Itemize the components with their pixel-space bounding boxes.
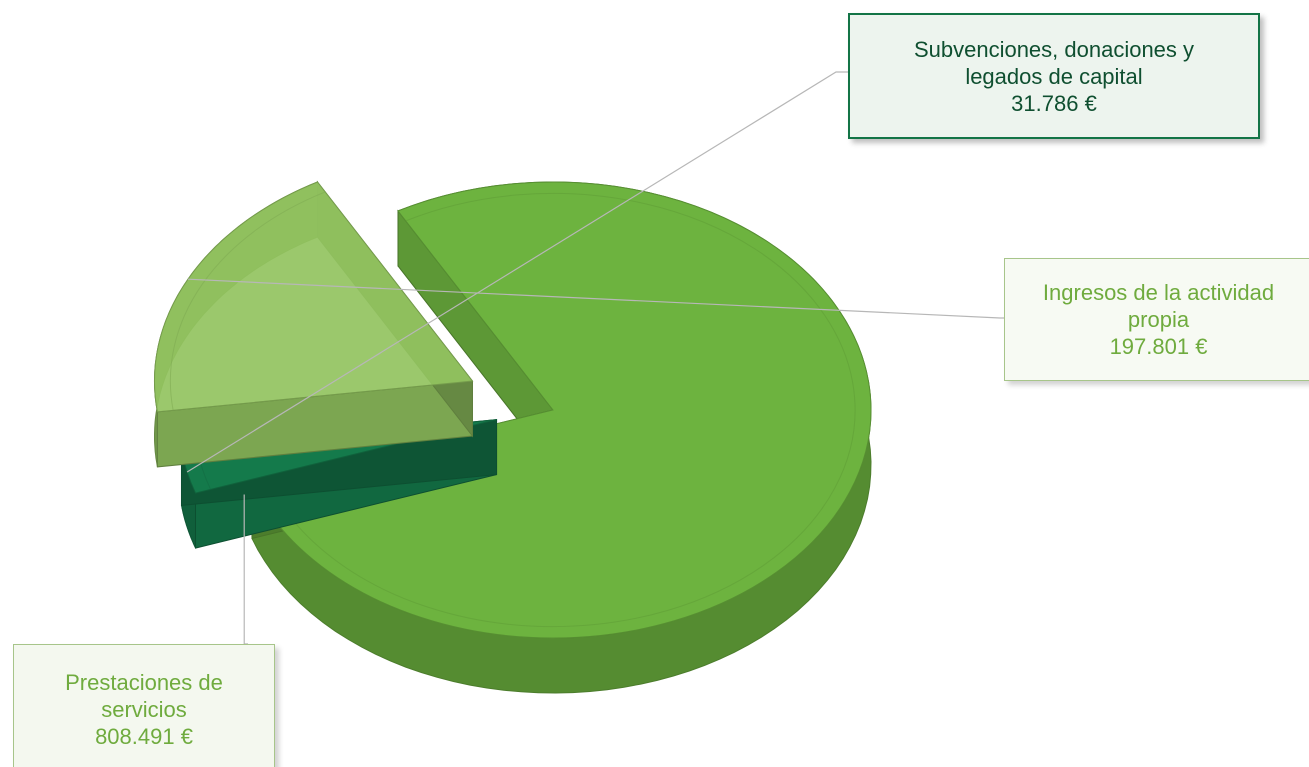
data-label-subvenciones: Subvenciones, donaciones y legados de ca… (848, 13, 1260, 139)
data-label-subvenciones-value: 31.786 € (1011, 90, 1097, 116)
data-label-prestaciones-value: 808.491 € (95, 723, 193, 749)
leader-line-subvenciones (186, 71, 848, 473)
pie-slice-ingresos (153, 180, 474, 468)
pie-slice-ingresos-top (153, 181, 474, 413)
pie-slice-prestaciones-rim (266, 192, 856, 628)
data-label-ingresos: Ingresos de la actividad propia 197.801 … (1004, 258, 1309, 381)
data-label-subvenciones-line2: legados de capital (965, 63, 1143, 89)
data-label-ingresos-value: 197.801 € (1109, 334, 1208, 359)
pie-slice-prestaciones-top (251, 181, 872, 639)
data-label-prestaciones: Prestaciones de servicios 808.491 € (13, 644, 275, 767)
data-label-prestaciones-line1: Prestaciones de (65, 669, 223, 695)
pie-slice-ingresos-rim (169, 191, 326, 411)
leader-line-ingresos (187, 278, 1004, 319)
data-label-ingresos-line2: propia (1127, 307, 1190, 332)
data-label-ingresos-line1: Ingresos de la actividad (1042, 280, 1275, 305)
data-label-prestaciones-line2: servicios (101, 696, 187, 722)
data-label-subvenciones-line1: Subvenciones, donaciones y (913, 36, 1195, 62)
